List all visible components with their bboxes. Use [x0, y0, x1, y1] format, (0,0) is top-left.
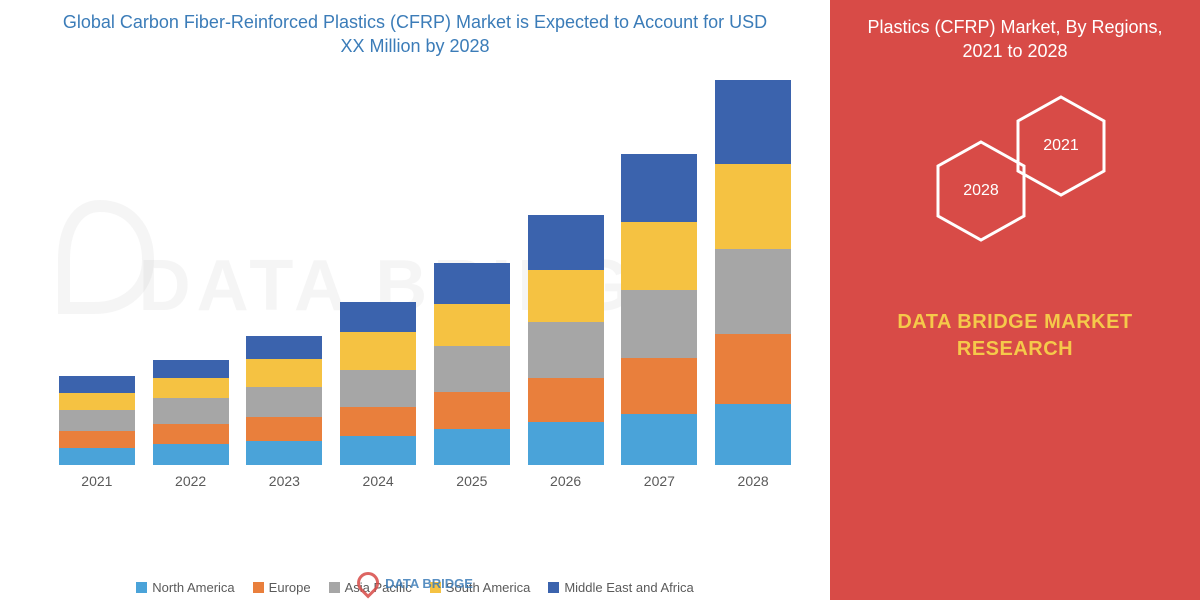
bar-segment: [153, 444, 229, 464]
stacked-bar: [528, 215, 604, 464]
hex-back: 2028: [935, 139, 1027, 243]
right-panel: Plastics (CFRP) Market, By Regions, 2021…: [830, 0, 1200, 600]
bar-segment: [528, 422, 604, 464]
bar-segment: [621, 358, 697, 414]
stacked-bar: [434, 263, 510, 465]
bar-segment: [153, 360, 229, 379]
footer-logo-icon: [353, 567, 384, 598]
bar-segment: [340, 436, 416, 465]
bar-segment: [59, 393, 135, 410]
bar-segment: [621, 222, 697, 290]
legend-swatch-icon: [253, 582, 264, 593]
hex-back-label: 2028: [963, 182, 999, 200]
right-title: Plastics (CFRP) Market, By Regions, 2021…: [855, 15, 1175, 64]
hex-front: 2021: [1015, 94, 1107, 198]
legend-swatch-icon: [329, 582, 340, 593]
bar-segment: [246, 387, 322, 418]
bar-segment: [528, 378, 604, 422]
x-axis-label: 2025: [456, 473, 487, 489]
stacked-bar: [59, 376, 135, 464]
bar-segment: [434, 346, 510, 392]
x-axis-label: 2028: [738, 473, 769, 489]
bar-segment: [246, 441, 322, 465]
bar-segment: [246, 336, 322, 360]
legend-item: Middle East and Africa: [548, 580, 693, 595]
legend-item: Europe: [253, 580, 311, 595]
legend-label: Europe: [269, 580, 311, 595]
bar-group: 2027: [621, 154, 697, 488]
bar-segment: [715, 404, 791, 465]
stacked-bar: [715, 80, 791, 465]
chart-title: Global Carbon Fiber-Reinforced Plastics …: [20, 10, 810, 59]
bar-segment: [153, 398, 229, 423]
bar-segment: [434, 304, 510, 346]
footer-brand-text: DATA BRIDGE: [385, 576, 473, 591]
bar-segment: [528, 215, 604, 269]
stacked-bar: [340, 302, 416, 465]
bar-segment: [59, 410, 135, 430]
bar-segment: [153, 424, 229, 444]
bar-group: 2022: [153, 360, 229, 489]
bar-segment: [340, 302, 416, 333]
bar-group: 2023: [246, 336, 322, 489]
bars-container: 2021 2022 2023 2024 2025 2026 2027 2028: [50, 89, 800, 489]
bar-group: 2026: [528, 215, 604, 488]
footer-brand: DATA BRIDGE: [357, 572, 473, 594]
bar-segment: [621, 154, 697, 222]
stacked-bar: [153, 360, 229, 465]
stacked-bar: [621, 154, 697, 464]
brand-line2: RESEARCH: [957, 338, 1073, 360]
bar-segment: [434, 392, 510, 429]
left-panel: Global Carbon Fiber-Reinforced Plastics …: [0, 0, 830, 600]
brand-line1: DATA BRIDGE MARKET: [897, 311, 1132, 333]
bar-segment: [340, 332, 416, 369]
chart-area: DATA BRIDGE 2021202220232024202520262027…: [20, 74, 810, 514]
bar-group: 2024: [340, 302, 416, 489]
bar-segment: [528, 322, 604, 378]
bar-segment: [59, 431, 135, 448]
bar-segment: [715, 80, 791, 165]
bar-group: 2021: [59, 376, 135, 488]
bar-segment: [434, 263, 510, 304]
legend-item: North America: [136, 580, 234, 595]
bar-segment: [528, 270, 604, 323]
brand-text: DATA BRIDGE MARKET RESEARCH: [855, 309, 1175, 363]
x-axis-label: 2022: [175, 473, 206, 489]
hex-front-label: 2021: [1043, 137, 1079, 155]
bar-segment: [434, 429, 510, 465]
bar-segment: [246, 359, 322, 386]
hex-group: 2028 2021: [855, 94, 1175, 274]
bar-segment: [246, 417, 322, 441]
x-axis-label: 2023: [269, 473, 300, 489]
bar-segment: [59, 376, 135, 393]
x-axis-label: 2021: [81, 473, 112, 489]
bar-segment: [621, 414, 697, 465]
bar-segment: [340, 370, 416, 407]
bar-segment: [715, 249, 791, 334]
legend-label: North America: [152, 580, 234, 595]
x-axis-label: 2024: [363, 473, 394, 489]
x-axis-label: 2027: [644, 473, 675, 489]
bar-segment: [715, 334, 791, 404]
bar-segment: [153, 378, 229, 398]
legend-swatch-icon: [548, 582, 559, 593]
legend-swatch-icon: [136, 582, 147, 593]
stacked-bar: [246, 336, 322, 465]
bar-group: 2028: [715, 80, 791, 489]
bar-segment: [340, 407, 416, 436]
bar-group: 2025: [434, 263, 510, 489]
bar-segment: [59, 448, 135, 465]
bar-segment: [621, 290, 697, 358]
bar-segment: [715, 164, 791, 249]
x-axis-label: 2026: [550, 473, 581, 489]
legend-label: Middle East and Africa: [564, 580, 693, 595]
